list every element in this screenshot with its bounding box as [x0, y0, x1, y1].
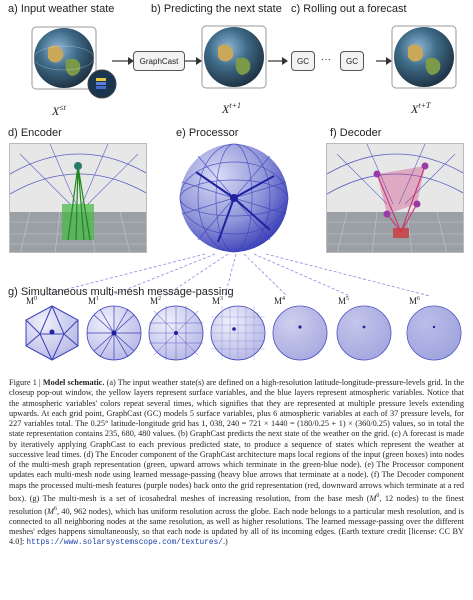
panel-e-label: e) Processor	[176, 127, 239, 139]
globe-input	[31, 26, 117, 99]
rollout-arrows	[268, 57, 392, 65]
panel-d-label: d) Encoder	[8, 127, 62, 139]
panel-f-label: f) Decoder	[330, 127, 382, 139]
x-next-symbol: Xt+1	[222, 101, 241, 116]
globe-next	[201, 25, 267, 89]
x-input-symbol: X≤t	[52, 103, 66, 118]
decoder-panel	[326, 143, 464, 253]
arrow-into-graphcast	[112, 57, 202, 65]
mesh-label-1: M1	[88, 296, 100, 306]
mesh-label-5: M5	[338, 296, 350, 306]
mesh-label-0: M0	[26, 296, 38, 306]
panel-b-label: b) Predicting the next state	[151, 3, 282, 15]
mesh-m4	[272, 305, 328, 361]
mesh-m3	[210, 305, 266, 361]
graphcast-box: GraphCast	[133, 51, 185, 71]
mesh-label-3: M3	[212, 296, 224, 306]
x-forecast-symbol: Xt+T	[411, 101, 431, 116]
panel-a-label: a) Input weather state	[8, 3, 115, 15]
panel-g-label: g) Simultaneous multi-mesh message-passi…	[8, 286, 234, 298]
mesh-label-4: M4	[274, 296, 286, 306]
encoder-panel	[9, 143, 147, 253]
gc-box-2: GC	[340, 51, 364, 71]
mesh-m0	[25, 305, 79, 361]
mesh-connectors	[39, 253, 431, 297]
mesh-m2	[148, 305, 204, 361]
figure-caption: Figure 1 | Model schematic. (a) The inpu…	[9, 378, 464, 548]
panel-c-label: c) Rolling out a forecast	[291, 3, 407, 15]
caption-title: Model schematic.	[42, 378, 105, 387]
gc-box-1: GC	[291, 51, 315, 71]
mesh-m6	[406, 305, 462, 361]
rollout-ellipsis: ···	[321, 54, 331, 65]
processor-sphere	[179, 143, 289, 253]
texture-credit-link[interactable]: https://www.solarsystemscope.com/texture…	[26, 539, 223, 548]
mesh-label-2: M2	[150, 296, 162, 306]
globe-forecast	[391, 25, 457, 89]
mesh-label-6: M6	[409, 296, 421, 306]
mesh-m1	[86, 305, 142, 361]
mesh-m5	[336, 305, 392, 361]
